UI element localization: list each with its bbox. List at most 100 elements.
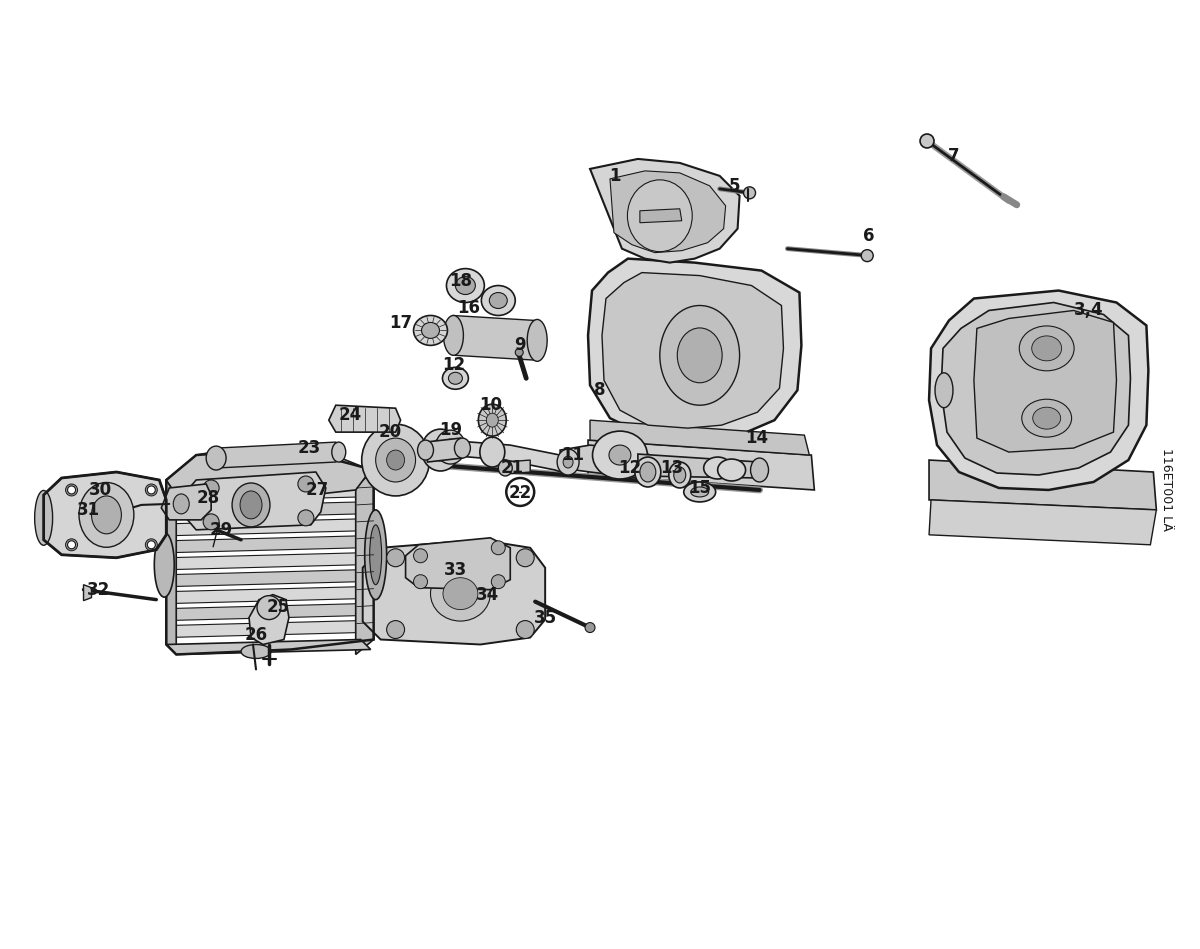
Ellipse shape	[35, 491, 53, 546]
Ellipse shape	[668, 462, 691, 488]
Text: 8: 8	[594, 381, 606, 400]
Polygon shape	[250, 595, 289, 644]
Polygon shape	[167, 552, 361, 569]
Polygon shape	[640, 209, 682, 223]
Circle shape	[491, 541, 505, 555]
Text: 7: 7	[948, 147, 960, 165]
Text: 30: 30	[89, 481, 112, 499]
Ellipse shape	[331, 442, 346, 462]
Ellipse shape	[206, 446, 226, 470]
Ellipse shape	[527, 320, 547, 362]
Ellipse shape	[456, 276, 475, 294]
Circle shape	[386, 549, 404, 567]
Ellipse shape	[479, 404, 506, 437]
Polygon shape	[329, 405, 401, 432]
Ellipse shape	[431, 439, 450, 461]
Ellipse shape	[155, 532, 174, 597]
Ellipse shape	[421, 429, 460, 471]
Circle shape	[414, 575, 427, 588]
Polygon shape	[406, 538, 510, 589]
Ellipse shape	[418, 440, 433, 460]
Text: 20: 20	[379, 423, 402, 441]
Ellipse shape	[481, 286, 515, 315]
Circle shape	[744, 187, 756, 198]
Circle shape	[386, 621, 404, 639]
Circle shape	[66, 539, 78, 550]
Circle shape	[148, 541, 155, 549]
Text: 28: 28	[197, 489, 220, 507]
Ellipse shape	[444, 439, 457, 456]
Polygon shape	[452, 315, 538, 361]
Ellipse shape	[443, 578, 478, 609]
Circle shape	[298, 476, 314, 492]
Ellipse shape	[449, 372, 462, 384]
Ellipse shape	[498, 460, 512, 476]
Ellipse shape	[376, 438, 415, 482]
Text: 12: 12	[618, 459, 642, 477]
Circle shape	[203, 480, 220, 496]
Text: 24: 24	[340, 406, 362, 424]
Text: 29: 29	[210, 521, 233, 539]
Ellipse shape	[241, 644, 271, 659]
Ellipse shape	[673, 467, 685, 483]
Polygon shape	[929, 460, 1157, 510]
Polygon shape	[505, 460, 530, 474]
Ellipse shape	[593, 431, 647, 479]
Polygon shape	[209, 442, 341, 468]
Ellipse shape	[490, 292, 508, 308]
Circle shape	[66, 484, 78, 496]
Circle shape	[257, 596, 281, 620]
Polygon shape	[590, 420, 809, 456]
Text: 17: 17	[389, 314, 412, 332]
Ellipse shape	[635, 457, 661, 487]
Ellipse shape	[677, 328, 722, 382]
Text: 1: 1	[610, 167, 620, 185]
Circle shape	[516, 621, 534, 639]
Text: 22: 22	[509, 484, 532, 502]
Ellipse shape	[640, 462, 656, 482]
Polygon shape	[588, 259, 802, 440]
Ellipse shape	[455, 438, 470, 458]
Ellipse shape	[240, 491, 262, 519]
Text: 32: 32	[86, 581, 110, 599]
Ellipse shape	[935, 373, 953, 408]
Ellipse shape	[431, 567, 491, 621]
Ellipse shape	[628, 180, 692, 251]
Ellipse shape	[750, 458, 768, 482]
Polygon shape	[445, 440, 575, 475]
Text: 18: 18	[449, 271, 472, 289]
Ellipse shape	[436, 430, 466, 464]
Circle shape	[67, 486, 76, 493]
Polygon shape	[167, 621, 361, 638]
Ellipse shape	[370, 525, 382, 585]
Ellipse shape	[1019, 326, 1074, 371]
Polygon shape	[84, 585, 91, 601]
Ellipse shape	[365, 510, 386, 600]
Text: 11: 11	[562, 446, 584, 464]
Circle shape	[515, 348, 523, 356]
Text: 5: 5	[728, 177, 740, 195]
Polygon shape	[560, 445, 660, 478]
Ellipse shape	[1033, 407, 1061, 429]
Text: 10: 10	[479, 396, 502, 414]
Polygon shape	[184, 472, 326, 530]
Text: 35: 35	[534, 608, 557, 626]
Ellipse shape	[691, 487, 709, 497]
Polygon shape	[929, 290, 1148, 490]
Ellipse shape	[684, 482, 715, 502]
Polygon shape	[167, 448, 371, 495]
Polygon shape	[638, 454, 760, 478]
Polygon shape	[610, 171, 726, 252]
Polygon shape	[167, 586, 361, 604]
Ellipse shape	[446, 269, 485, 303]
Polygon shape	[167, 604, 361, 621]
Ellipse shape	[1021, 400, 1072, 437]
Polygon shape	[43, 472, 167, 558]
Polygon shape	[941, 303, 1130, 475]
Text: 31: 31	[77, 501, 100, 519]
Polygon shape	[167, 640, 371, 655]
Text: 3,4: 3,4	[1074, 302, 1103, 320]
Polygon shape	[590, 158, 739, 263]
Ellipse shape	[444, 315, 463, 355]
Polygon shape	[167, 519, 361, 536]
